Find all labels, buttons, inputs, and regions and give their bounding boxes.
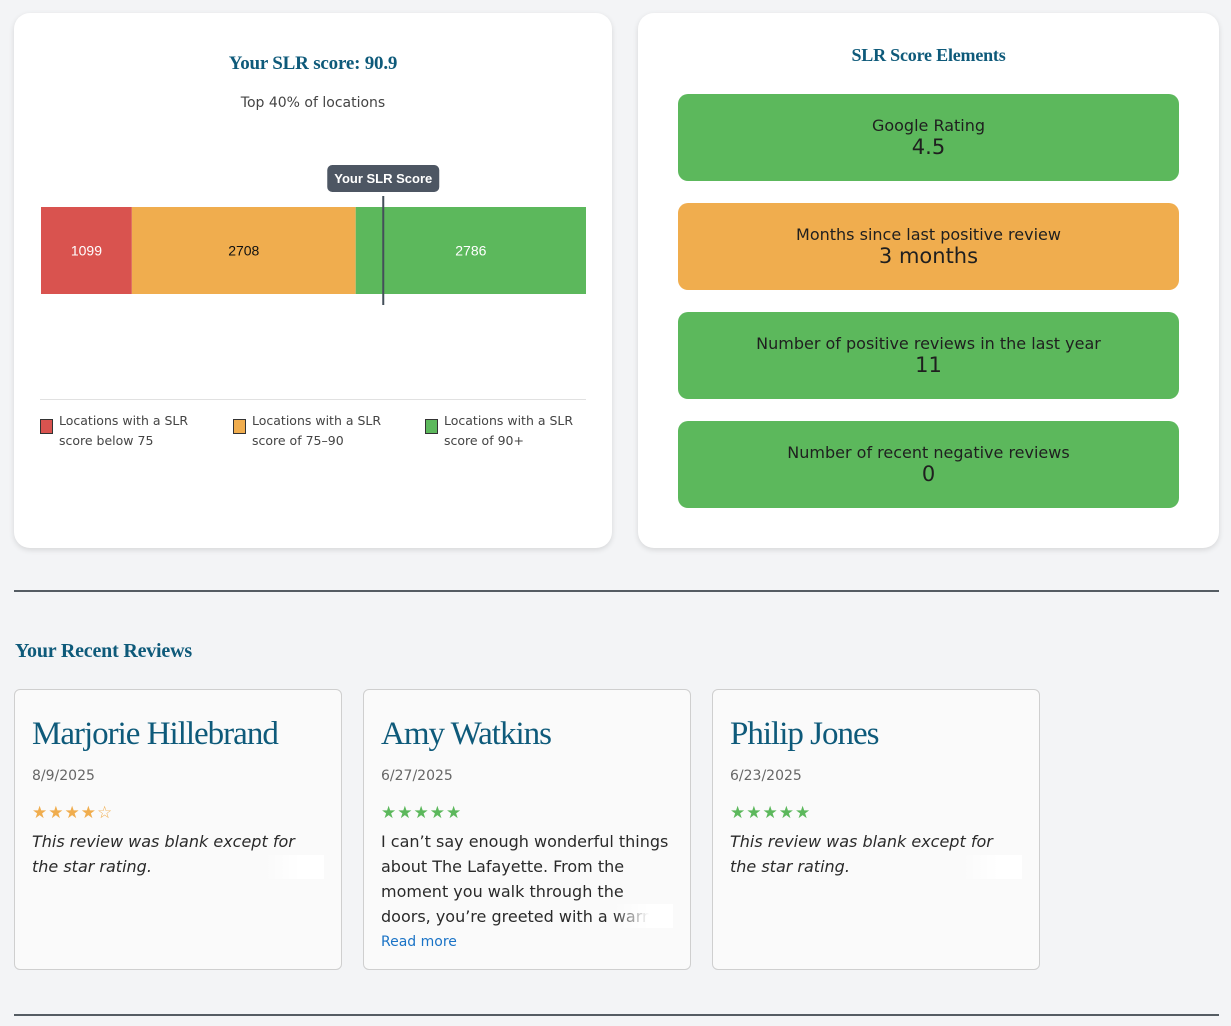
element-label: Number of positive reviews in the last y… (756, 334, 1101, 353)
element-value: 11 (915, 353, 942, 377)
text-fade (962, 855, 1022, 879)
review-date: 6/27/2025 (381, 768, 453, 784)
element-positive-reviews-year: Number of positive reviews in the last y… (678, 312, 1179, 399)
review-date: 8/9/2025 (32, 768, 95, 784)
bar-segment (131, 207, 356, 294)
elements-title: SLR Score Elements (851, 45, 1006, 65)
element-label: Months since last positive review (796, 225, 1061, 244)
slr-elements-card: SLR Score Elements Google Rating 4.5 Mon… (638, 13, 1219, 548)
element-recent-negative-reviews: Number of recent negative reviews 0 (678, 421, 1179, 508)
review-text: This review was blank except for the sta… (32, 832, 295, 876)
text-fade (613, 904, 673, 928)
element-value: 3 months (878, 244, 979, 268)
review-card: Amy Watkins 6/27/2025 ★★★★★ I can’t say … (363, 689, 691, 970)
star-rating: ★★★★★ (730, 803, 812, 823)
reviewer-name: Marjorie Hillebrand (32, 716, 279, 752)
legend-swatch-green (425, 419, 438, 434)
recent-reviews-title: Your Recent Reviews (15, 640, 192, 662)
read-more-link[interactable]: Read more (381, 934, 457, 950)
section-divider (14, 590, 1219, 592)
bar-value-label: 2708 (228, 243, 259, 259)
element-google-rating: Google Rating 4.5 (678, 94, 1179, 181)
review-card: Marjorie Hillebrand 8/9/2025 ★★★★☆ This … (14, 689, 342, 970)
score-marker-label: Your SLR Score (334, 171, 432, 186)
slr-score-percentile: Top 40% of locations (240, 95, 386, 111)
slr-distribution-chart: 1099 2708 2786 Your SLR Score (41, 165, 586, 305)
review-card: Philip Jones 6/23/2025 ★★★★★ This review… (712, 689, 1040, 970)
legend-item-90-plus: Locations with a SLR score of 90+ (425, 411, 584, 451)
section-divider (14, 1014, 1219, 1016)
element-value: 4.5 (911, 135, 946, 159)
element-label: Google Rating (871, 116, 986, 135)
reviewer-name: Amy Watkins (381, 716, 552, 752)
element-months-since-positive: Months since last positive review 3 mont… (678, 203, 1179, 290)
legend-label: Locations with a SLR score below 75 (59, 413, 189, 448)
bar-segment (355, 207, 586, 294)
reviewer-name: Philip Jones (730, 716, 879, 752)
text-fade (264, 855, 324, 879)
score-marker-tooltip (327, 165, 440, 192)
legend-label: Locations with a SLR score of 75–90 (252, 413, 382, 448)
legend-divider (40, 399, 586, 400)
bar-value-label: 1099 (71, 243, 102, 259)
slr-score-card: Your SLR score: 90.9 Top 40% of location… (14, 13, 612, 548)
star-rating: ★★★★☆ (32, 803, 114, 823)
bar-segment (41, 207, 132, 294)
legend-label: Locations with a SLR score of 90+ (444, 413, 574, 448)
star-rating: ★★★★★ (381, 803, 463, 823)
legend-item-75-90: Locations with a SLR score of 75–90 (233, 411, 392, 451)
review-text: I can’t say enough wonderful things abou… (381, 832, 669, 926)
legend-swatch-red (40, 419, 53, 434)
legend-item-below-75: Locations with a SLR score below 75 (40, 411, 219, 451)
slr-score-title: Your SLR score: 90.9 (228, 53, 398, 74)
element-label: Number of recent negative reviews (787, 443, 1070, 462)
legend-swatch-orange (233, 419, 246, 434)
element-value: 0 (921, 462, 936, 486)
bar-value-label: 2786 (455, 243, 486, 259)
review-date: 6/23/2025 (730, 768, 802, 784)
review-text: This review was blank except for the sta… (730, 832, 993, 876)
